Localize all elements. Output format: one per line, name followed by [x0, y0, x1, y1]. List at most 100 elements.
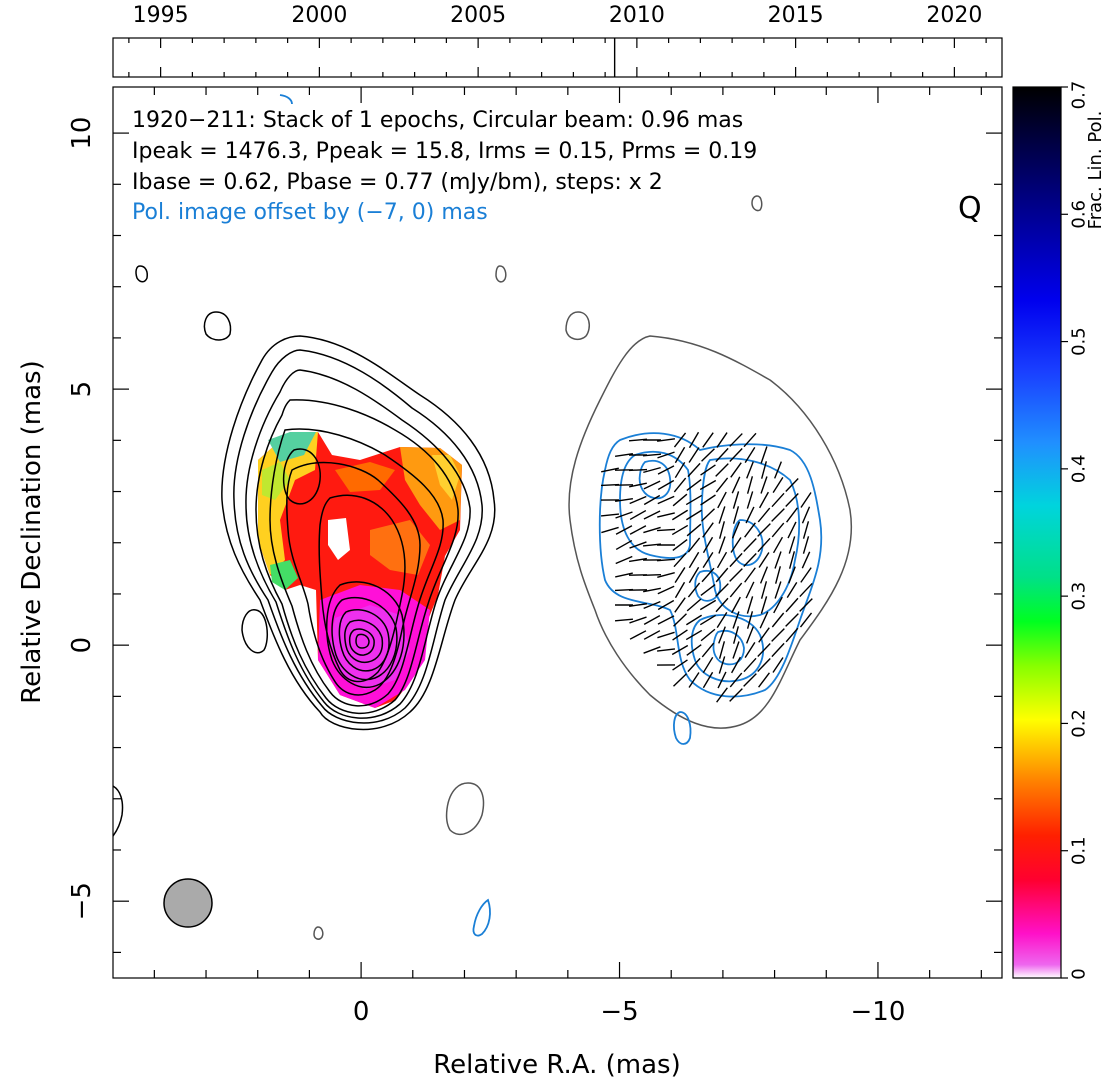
evpa-tick	[730, 462, 742, 478]
evpa-tick	[771, 628, 785, 642]
colorbar-tick-label: 0	[1069, 968, 1090, 979]
colorbar-gradient	[1013, 87, 1061, 978]
colorbar-tick-label: 0.6	[1069, 200, 1090, 229]
evpa-tick	[788, 536, 796, 554]
evpa-tick	[801, 506, 811, 524]
evpa-tick	[730, 656, 742, 674]
evpa-tick	[716, 432, 728, 448]
evpa-tick	[688, 551, 700, 569]
evpa-tick	[699, 479, 717, 491]
evpa-tick	[687, 582, 701, 598]
colorbar-tick-label: 0.5	[1069, 327, 1090, 356]
evpa-tick	[744, 522, 756, 538]
evpa-tick	[685, 509, 703, 521]
evpa-tick	[757, 507, 771, 523]
evpa-tick	[614, 452, 634, 458]
evpa-tick	[772, 477, 784, 493]
evpa-tick	[629, 630, 647, 640]
evpa-tick	[643, 600, 661, 610]
evpa-tick	[799, 582, 813, 598]
evpa-tick	[687, 537, 701, 553]
evpa-tick	[615, 539, 633, 551]
evpa-tick	[757, 643, 771, 657]
header-line-2: Ipeak = 1476.3, Ppeak = 15.8, Irms = 0.1…	[132, 139, 757, 164]
evpa-tick	[601, 526, 619, 534]
evpa-tick	[657, 585, 675, 595]
evpa-tick	[685, 494, 703, 506]
evpa-tick	[786, 581, 798, 599]
evpa-tick	[643, 494, 661, 506]
evpa-tick	[773, 596, 783, 614]
evpa-tick	[657, 451, 675, 459]
evpa-tick	[729, 672, 743, 688]
colorbar: 0 0.1 0.2 0.3 0.4 0.5 0.6 0.7 Frac. Lin. Pol.	[1012, 81, 1106, 980]
evpa-tick	[700, 464, 716, 476]
evpa-tick	[731, 596, 741, 614]
evpa-tick	[656, 558, 676, 562]
evpa-tick	[715, 567, 729, 583]
evpa-tick	[628, 468, 648, 472]
evpa-tick	[800, 567, 812, 583]
evpa-tick	[746, 491, 754, 509]
evpa-tick	[743, 673, 757, 687]
evpa-tick	[774, 551, 782, 569]
stokes-letter: Q	[958, 191, 982, 226]
timeline-tick-label: 2020	[926, 3, 982, 28]
evpa-tick	[673, 477, 687, 493]
evpa-tick	[657, 495, 675, 505]
evpa-tick	[802, 521, 810, 539]
evpa-tick	[687, 657, 701, 673]
evpa-tick	[688, 566, 700, 584]
evpa-tick	[614, 618, 634, 622]
evpa-tick	[656, 438, 676, 442]
evpa-tick	[672, 629, 688, 641]
evpa-tick	[715, 447, 729, 463]
evpa-tick	[744, 447, 756, 463]
y-tick-label: 5	[67, 381, 97, 398]
axis-ticks	[113, 87, 1002, 978]
evpa-tick	[600, 513, 620, 517]
evpa-tick	[743, 657, 757, 673]
evpa-tick	[601, 467, 619, 473]
evpa-tick	[615, 555, 633, 565]
evpa-tick	[729, 568, 743, 582]
evpa-tick	[743, 432, 757, 448]
evpa-tick	[744, 567, 756, 583]
evpa-tick	[716, 612, 728, 628]
header-line-3: Ibase = 0.62, Pbase = 0.77 (mJy/bm), ste…	[132, 170, 663, 195]
evpa-tick	[785, 478, 799, 492]
pol-intensity-contours	[279, 94, 823, 937]
evpa-tick	[657, 631, 675, 639]
colorbar-label: Frac. Lin. Pol.	[1085, 111, 1106, 230]
evpa-tick	[701, 642, 715, 658]
plot-header: 1920−211: Stack of 1 epochs, Circular be…	[132, 108, 982, 226]
evpa-tick	[745, 626, 755, 644]
evpa-tick	[760, 596, 768, 614]
evpa-tick	[743, 553, 757, 567]
evpa-tick	[672, 659, 688, 671]
evpa-tick	[688, 672, 700, 688]
evpa-tick	[716, 687, 728, 703]
colorbar-tick-label: 0.2	[1069, 709, 1090, 738]
evpa-tick	[729, 552, 743, 568]
evpa-tick	[657, 479, 675, 491]
evpa-tick	[699, 614, 717, 626]
evpa-tick	[760, 476, 768, 494]
beam-ellipse	[163, 878, 213, 928]
evpa-tick	[702, 656, 714, 674]
evpa-tick	[643, 646, 661, 654]
evpa-tick	[702, 552, 714, 568]
evpa-tick	[643, 630, 661, 640]
evpa-tick	[686, 598, 702, 612]
evpa-tick	[760, 446, 768, 464]
evpa-tick	[701, 448, 715, 462]
map-panel: 1920−211: Stack of 1 epochs, Circular be…	[17, 86, 1003, 1080]
evpa-tick	[758, 552, 770, 568]
evpa-tick	[700, 583, 716, 597]
y-tick-label: 10	[67, 117, 97, 150]
colorbar-frame	[1012, 86, 1062, 979]
evpa-tick	[642, 453, 662, 457]
evpa-tick	[757, 658, 771, 672]
evpa-tick	[656, 648, 676, 652]
evpa-tick	[615, 572, 633, 578]
